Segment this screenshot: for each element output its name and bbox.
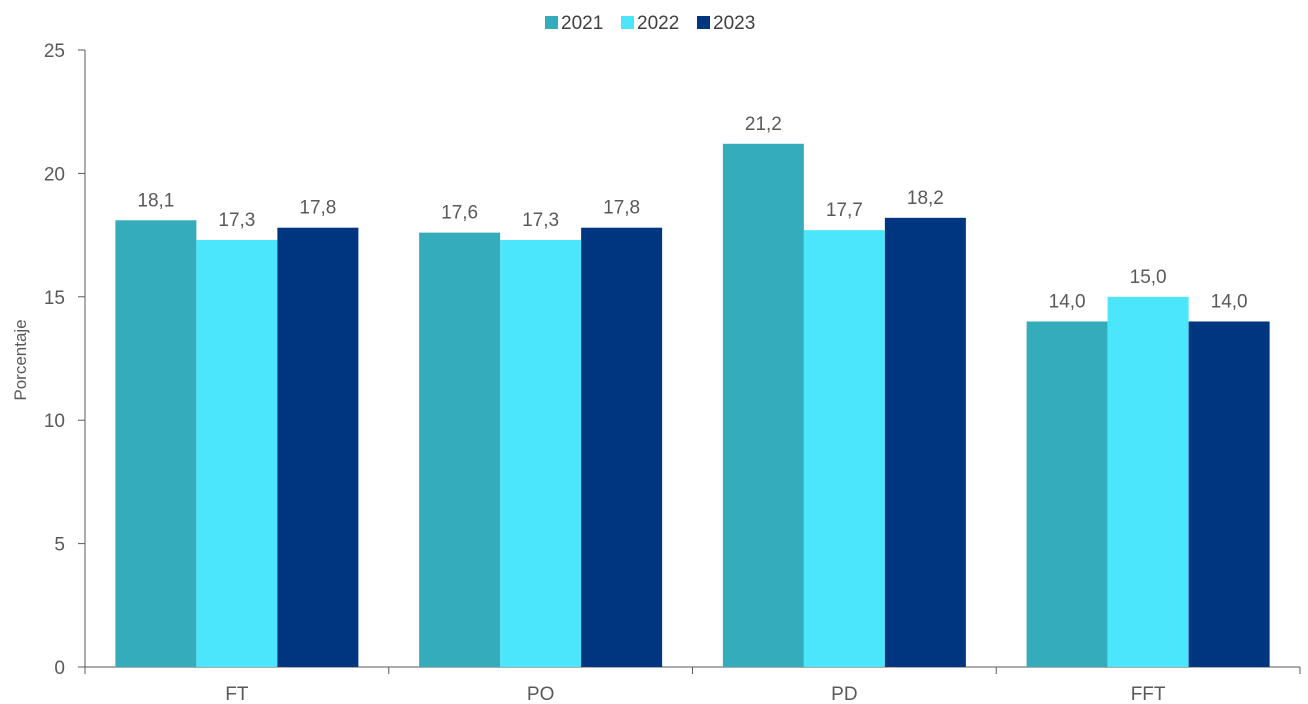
bar-2023-FT	[277, 227, 359, 668]
data-label: 21,2	[745, 114, 782, 135]
y-tick-label: 0	[54, 658, 65, 679]
data-label: 17,6	[441, 203, 478, 224]
data-label: 17,8	[299, 198, 336, 219]
data-label: 15,0	[1130, 267, 1167, 288]
legend-label: 2023	[713, 13, 755, 34]
y-tick-label: 10	[44, 411, 65, 432]
x-category-label: FT	[225, 684, 249, 704]
bar-2022-FT	[196, 240, 278, 667]
data-labels: 18,1 17,3 17,8 17,6 17,3 17,8 21,2 17,7 18,2 14,0…	[137, 114, 1247, 313]
bar-2021-PD	[722, 143, 804, 667]
bar-2021-FT	[115, 220, 197, 668]
data-label: 17,7	[826, 200, 863, 221]
bar-2023-PD	[884, 217, 966, 667]
bars	[115, 143, 1270, 668]
data-label: 17,3	[218, 210, 255, 231]
data-label: 18,2	[907, 188, 944, 209]
data-label: 14,0	[1211, 291, 1248, 312]
legend-label: 2022	[637, 13, 679, 34]
y-axis-title: Porcentaje	[11, 319, 30, 400]
y-tick-label: 5	[54, 535, 65, 556]
bar-2023-PO	[581, 227, 663, 668]
legend-label: 2021	[561, 13, 603, 34]
legend-item-2022: 2022	[621, 13, 679, 34]
bar-2021-FFT	[1026, 321, 1108, 667]
x-category-label: PO	[527, 684, 554, 704]
y-tick-label: 20	[44, 164, 65, 185]
x-axis: FT PO PD FFT	[84, 666, 1301, 704]
bar-2022-FFT	[1107, 296, 1189, 667]
x-category-label: PD	[831, 684, 857, 704]
y-axis: Porcentaje 0 5 10 15 20 25	[11, 41, 86, 679]
legend-item-2021: 2021	[545, 13, 603, 34]
data-label: 14,0	[1049, 291, 1086, 312]
legend-swatch	[697, 16, 710, 29]
bar-2021-PO	[419, 232, 501, 667]
bar-2022-PD	[803, 230, 885, 667]
data-label: 17,3	[522, 210, 559, 231]
y-tick-label: 25	[44, 41, 65, 62]
bar-2023-FFT	[1188, 321, 1270, 667]
legend: 2021 2022 2023	[545, 13, 755, 34]
legend-swatch	[621, 16, 634, 29]
x-category-label: FFT	[1131, 684, 1166, 704]
y-tick-label: 15	[44, 288, 65, 309]
bar-2022-PO	[500, 240, 582, 667]
data-label: 18,1	[137, 190, 174, 211]
data-label: 17,8	[603, 198, 640, 219]
legend-item-2023: 2023	[697, 13, 755, 34]
legend-swatch	[545, 16, 558, 29]
